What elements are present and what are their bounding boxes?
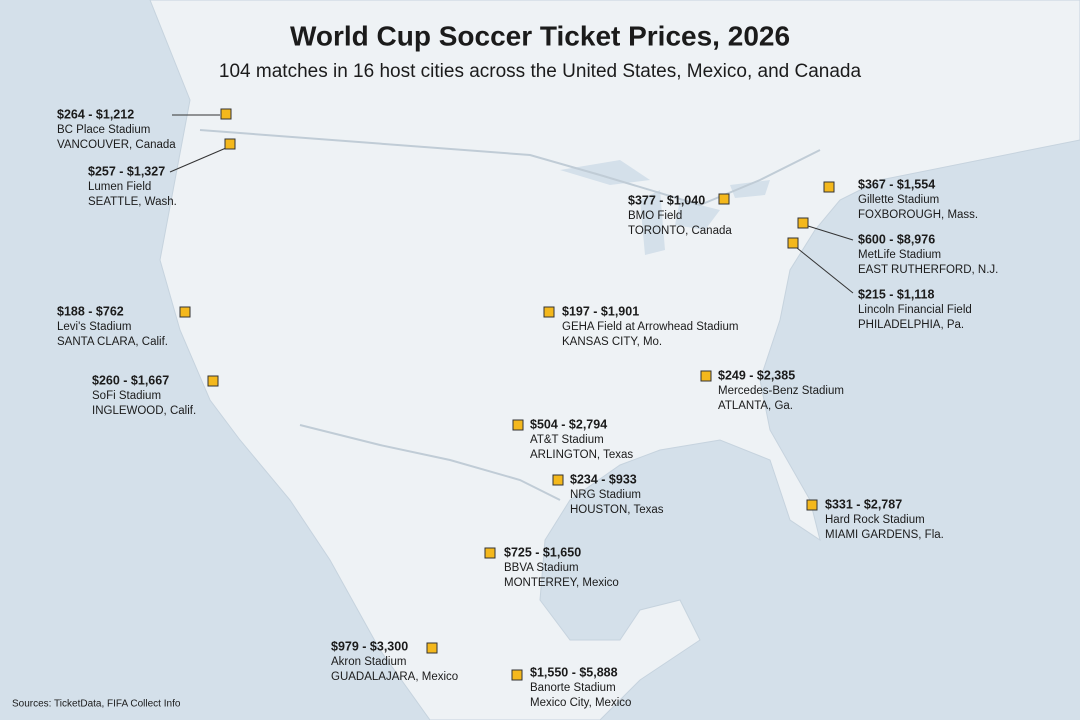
venue-price: $260 - $1,667 [92,373,169,387]
venue-city: ARLINGTON, Texas [530,449,633,461]
venue-price: $188 - $762 [57,304,124,318]
subtitle: 104 matches in 16 host cities across the… [219,61,862,82]
venue-city: KANSAS CITY, Mo. [562,336,662,348]
venue-city: SANTA CLARA, Calif. [57,336,168,348]
venue-city: FOXBOROUGH, Mass. [858,209,978,221]
venue-city: MONTERREY, Mexico [504,577,619,589]
venue-city: INGLEWOOD, Calif. [92,405,196,417]
leader-line [807,225,854,241]
venue-marker [426,642,438,654]
venue-city: SEATTLE, Wash. [88,196,177,208]
venue-marker [512,419,524,431]
venue-marker [224,138,236,150]
venue-marker [823,181,835,193]
venue-marker [207,375,219,387]
venue-stadium: BMO Field [628,210,682,222]
venue-stadium: Lincoln Financial Field [858,304,972,316]
venue-city: VANCOUVER, Canada [57,139,176,151]
venue-city: ATLANTA, Ga. [718,400,793,412]
venue-stadium: BBVA Stadium [504,562,579,574]
venue-stadium: Banorte Stadium [530,682,616,694]
venue-stadium: AT&T Stadium [530,434,604,446]
venue-marker [700,370,712,382]
venue-price: $979 - $3,300 [331,639,408,653]
venue-price: $600 - $8,976 [858,232,935,246]
venue-marker [543,306,555,318]
venue-price: $257 - $1,327 [88,164,165,178]
venue-marker [797,217,809,229]
venue-price: $331 - $2,787 [825,497,902,511]
venue-city: HOUSTON, Texas [570,504,664,516]
venue-price: $725 - $1,650 [504,545,581,559]
venue-price: $504 - $2,794 [530,417,607,431]
title: World Cup Soccer Ticket Prices, 2026 [290,20,790,51]
venue-price: $1,550 - $5,888 [530,665,618,679]
venue-price: $234 - $933 [570,472,637,486]
venue-stadium: Akron Stadium [331,656,406,668]
venue-price: $264 - $1,212 [57,107,134,121]
venue-price: $367 - $1,554 [858,177,935,191]
source: Sources: TicketData, FIFA Collect Info [12,699,181,710]
venue-stadium: Gillette Stadium [858,194,939,206]
venue-stadium: Hard Rock Stadium [825,514,925,526]
venue-city: MIAMI GARDENS, Fla. [825,529,944,541]
venue-city: PHILADELPHIA, Pa. [858,319,964,331]
leader-line [796,247,854,294]
venue-price: $377 - $1,040 [628,193,705,207]
venue-marker [806,499,818,511]
venue-stadium: Lumen Field [88,181,151,193]
venue-city: Mexico City, Mexico [530,697,631,709]
lakes [560,160,770,255]
venue-price: $215 - $1,118 [858,287,935,301]
venue-marker [552,474,564,486]
venue-marker [484,547,496,559]
land [149,0,1080,720]
leader-line [169,147,227,173]
border [199,129,821,501]
venue-stadium: NRG Stadium [570,489,641,501]
venue-stadium: SoFi Stadium [92,390,161,402]
venue-price: $249 - $2,385 [718,368,795,382]
venue-city: EAST RUTHERFORD, N.J. [858,264,998,276]
venue-stadium: Levi's Stadium [57,321,131,333]
venue-stadium: GEHA Field at Arrowhead Stadium [562,321,738,333]
venue-marker [511,669,523,681]
venue-stadium: Mercedes-Benz Stadium [718,385,844,397]
venue-city: GUADALAJARA, Mexico [331,671,458,683]
venue-city: TORONTO, Canada [628,225,732,237]
venue-marker [179,306,191,318]
venue-stadium: BC Place Stadium [57,124,150,136]
venue-price: $197 - $1,901 [562,304,639,318]
venue-marker [718,193,730,205]
venue-stadium: MetLife Stadium [858,249,941,261]
venue-marker [787,237,799,249]
venue-marker [220,108,232,120]
